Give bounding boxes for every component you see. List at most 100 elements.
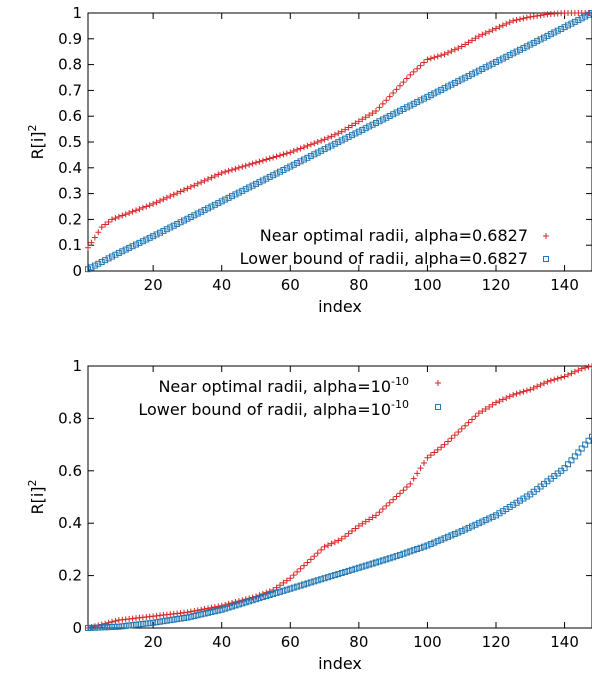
data-point: [167, 617, 174, 624]
data-point: [318, 576, 325, 583]
series-near-optimal-points: [85, 10, 592, 251]
data-point: [232, 165, 239, 172]
data-point: [153, 199, 160, 206]
data-point: [554, 27, 561, 34]
data-point: [297, 582, 304, 589]
y-axis-label: R[i]2: [26, 479, 47, 514]
data-point: [98, 258, 105, 265]
data-point: [304, 142, 311, 149]
data-point: [283, 165, 290, 172]
data-point: [331, 140, 338, 147]
data-point: [462, 526, 469, 533]
data-point: [143, 620, 150, 627]
legend-marker-plus: [543, 233, 549, 239]
data-point: [379, 100, 386, 107]
x-tick-label: 120: [482, 276, 511, 294]
data-point: [112, 623, 119, 630]
data-point: [259, 594, 266, 601]
data-point: [582, 364, 589, 371]
data-point: [177, 188, 184, 195]
data-point: [249, 182, 256, 189]
data-point: [136, 206, 143, 213]
data-point: [551, 376, 558, 383]
data-point: [290, 148, 297, 155]
data-point: [438, 444, 445, 451]
data-point: [414, 65, 421, 72]
data-point: [383, 114, 390, 121]
data-point: [530, 13, 537, 20]
data-point: [486, 515, 493, 522]
data-point: [462, 41, 469, 48]
data-point: [342, 126, 349, 133]
data-point: [211, 201, 218, 208]
data-point: [403, 75, 410, 82]
data-point: [523, 14, 530, 21]
data-point: [181, 217, 187, 224]
data-point: [469, 71, 475, 78]
legend-marker: [435, 380, 441, 386]
data-point: [482, 517, 489, 524]
data-point: [589, 363, 592, 369]
data-point: [355, 118, 362, 125]
data-point: [256, 595, 263, 602]
data-point: [472, 521, 479, 528]
data-point: [434, 446, 441, 453]
data-point: [239, 187, 246, 194]
data-point: [160, 196, 167, 203]
data-point: [373, 108, 379, 115]
data-point: [266, 155, 273, 162]
data-point: [400, 550, 407, 557]
data-point: [558, 374, 565, 381]
data-point: [133, 207, 139, 214]
data-point: [215, 200, 222, 207]
data-point: [523, 43, 530, 50]
data-point: [414, 99, 421, 106]
data-point: [561, 465, 568, 472]
data-point: [585, 437, 592, 444]
data-point: [397, 82, 403, 89]
data-point: [486, 28, 493, 35]
data-point: [369, 121, 376, 128]
data-point: [266, 591, 273, 598]
data-point: [561, 373, 568, 380]
data-point: [469, 523, 475, 530]
data-point: [451, 530, 458, 537]
data-point: [571, 368, 578, 375]
data-point: [253, 180, 259, 187]
data-point: [541, 11, 547, 18]
data-point: [335, 537, 342, 544]
x-axis-ticks: 20 40 60 80 100 120 140: [144, 366, 579, 651]
data-point: [205, 205, 211, 212]
data-point: [455, 529, 462, 536]
data-point: [229, 166, 235, 173]
data-point: [294, 146, 301, 153]
data-point: [386, 499, 393, 506]
data-point: [349, 122, 355, 129]
data-point: [397, 551, 403, 558]
data-point: [345, 530, 352, 537]
data-point: [301, 156, 307, 163]
data-point: [448, 435, 455, 442]
data-point: [246, 598, 253, 605]
legend: Near optimal radii, alpha=10-10 Lower bo…: [138, 375, 441, 419]
data-point: [287, 163, 294, 170]
data-point: [232, 191, 239, 198]
data-point: [277, 588, 283, 595]
data-point: [503, 53, 510, 60]
data-point: [328, 142, 335, 149]
data-point: [85, 244, 91, 251]
data-point: [297, 565, 304, 572]
x-axis-label: index: [318, 654, 362, 673]
data-point: [554, 375, 561, 382]
data-point: [527, 386, 534, 393]
data-point: [335, 130, 342, 137]
data-point: [211, 173, 218, 180]
data-point: [565, 461, 571, 468]
data-point: [198, 611, 205, 618]
data-point: [386, 113, 393, 120]
data-point: [253, 159, 259, 166]
data-point: [208, 174, 215, 181]
data-point: [544, 32, 551, 39]
data-point: [153, 619, 160, 626]
data-point: [194, 612, 201, 619]
